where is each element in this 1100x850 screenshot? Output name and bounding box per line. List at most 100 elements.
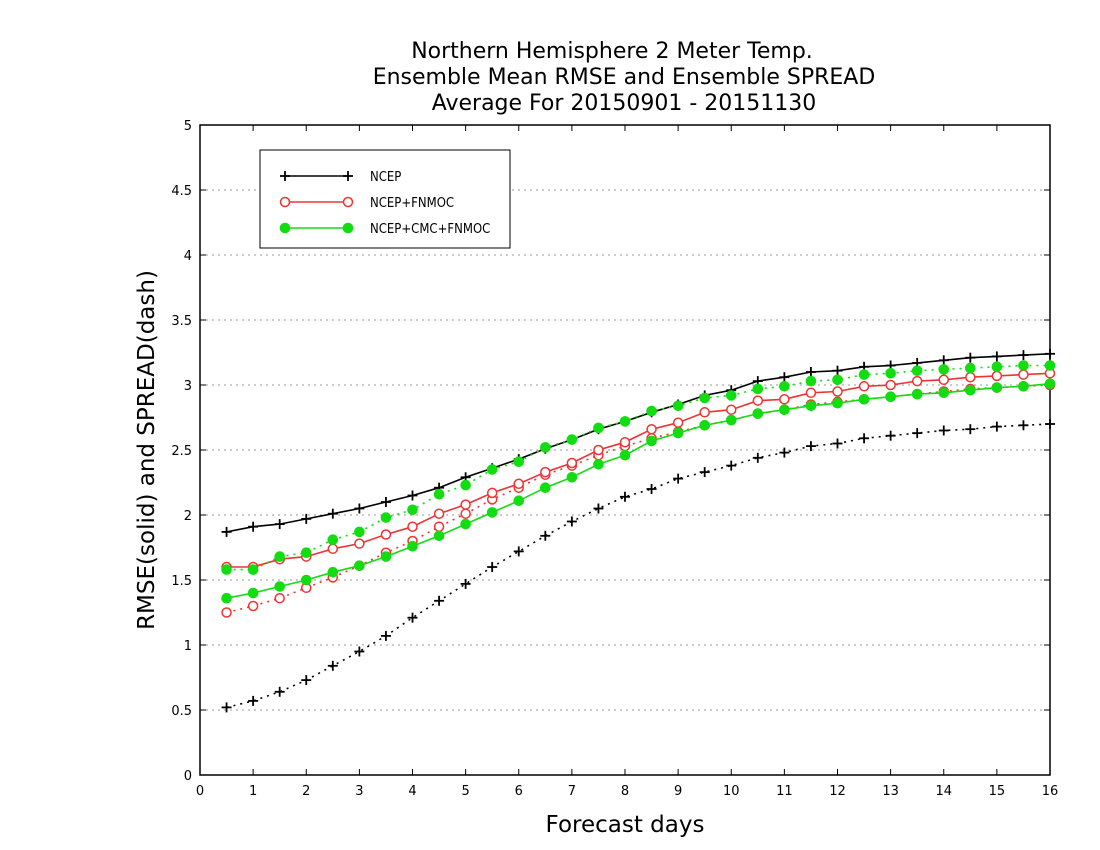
series-ncep-cmc-fnmoc-spread-point xyxy=(593,422,604,434)
series-ncep-fnmoc-rmse-point xyxy=(805,387,817,399)
series-ncep-cmc-fnmoc-spread-point xyxy=(566,434,578,445)
y-tick-label: 4 xyxy=(184,249,192,264)
x-axis-label: Forecast days xyxy=(546,812,705,838)
series-ncep-rmse-point xyxy=(965,352,976,363)
series-ncep-spread-point xyxy=(885,430,896,441)
axis-ticks: 0 1 2 3 4 5 6 7 8 9 10 11 12 13 14 15 1600.511.522.533.5… xyxy=(171,119,1058,799)
legend-marker-ncep-cmc-fnmoc xyxy=(279,222,291,234)
series-ncep-cmc-fnmoc-spread-point xyxy=(805,375,817,387)
series-ncep-cmc-fnmoc-rmse-point xyxy=(619,449,631,461)
legend-marker-ncep-fnmoc xyxy=(342,196,354,208)
series-ncep-fnmoc-rmse-point xyxy=(566,457,578,469)
series-ncep-rmse-point xyxy=(327,508,338,519)
series-ncep-cmc-fnmoc-rmse-point xyxy=(327,566,339,578)
series-ncep-spread-line xyxy=(226,423,1051,709)
chart-title-line-2: Ensemble Mean RMSE and Ensemble SPREAD xyxy=(373,65,876,90)
series-ncep-spread-point xyxy=(380,630,391,641)
series-ncep-cmc-fnmoc-rmse-point xyxy=(221,592,232,604)
series-ncep-fnmoc-rmse-point xyxy=(1018,369,1029,380)
series-ncep-cmc-fnmoc-rmse-point xyxy=(354,560,365,572)
x-tick-label: 13 xyxy=(882,784,899,799)
series-ncep-spread-point xyxy=(407,612,418,623)
series-ncep-cmc-fnmoc-spread-point xyxy=(672,400,684,412)
series-ncep-spread-point xyxy=(912,428,923,439)
series-ncep-cmc-fnmoc-rmse-point xyxy=(752,408,764,419)
series-ncep-cmc-fnmoc-spread-point xyxy=(858,369,870,380)
series-ncep-cmc-fnmoc-spread-point xyxy=(885,368,896,379)
series-ncep-spread-point xyxy=(805,441,816,452)
series-ncep-fnmoc-rmse-point xyxy=(593,444,604,456)
series-ncep-cmc-fnmoc-spread-point xyxy=(540,442,551,453)
series-ncep-cmc-fnmoc-rmse-point xyxy=(725,414,737,426)
series-ncep-spread-point xyxy=(620,491,630,502)
series-ncep-rmse-point xyxy=(407,490,418,501)
series-ncep-fnmoc-spread-point xyxy=(460,508,471,519)
series-ncep-spread-point xyxy=(779,447,790,458)
series-ncep-spread-point xyxy=(221,702,232,713)
series-ncep-spread-point xyxy=(938,425,949,436)
y-tick-label: 5 xyxy=(184,119,192,134)
x-tick-label: 2 xyxy=(302,784,310,799)
series-ncep-spread-point xyxy=(513,546,524,557)
series-ncep-cmc-fnmoc-spread-point xyxy=(725,390,737,401)
series-ncep-cmc-fnmoc-spread-point xyxy=(513,456,525,468)
series-ncep-fnmoc-spread-point xyxy=(274,592,285,604)
series-ncep-spread-point xyxy=(859,433,870,444)
series-ncep-fnmoc-rmse-point xyxy=(513,478,524,490)
series-ncep-rmse-point xyxy=(221,526,232,537)
series-ncep-cmc-fnmoc-spread-point xyxy=(1018,360,1029,371)
series-ncep-rmse-point xyxy=(248,521,259,532)
x-tick-label: 3 xyxy=(355,784,363,799)
series-ncep-cmc-fnmoc-rmse-point xyxy=(779,404,790,416)
series-ncep-rmse-point xyxy=(301,513,312,524)
series-ncep-fnmoc-spread-point xyxy=(247,600,259,612)
series-ncep-cmc-fnmoc-spread-point xyxy=(752,383,764,395)
series-ncep-spread-point xyxy=(593,503,604,514)
series-ncep-cmc-fnmoc-rmse-point xyxy=(566,472,578,483)
series-ncep-fnmoc-spread-line xyxy=(226,384,1051,614)
series-ncep-cmc-fnmoc-rmse-point xyxy=(513,495,525,507)
legend-label-ncep-fnmoc: NCEP+FNMOC xyxy=(370,196,454,211)
legend: NCEP NCEP+FNMOC NCEP+CMC+FNMOC xyxy=(259,149,511,249)
x-tick-label: 7 xyxy=(568,784,576,799)
series-ncep-spread-point xyxy=(832,438,843,449)
legend-label-ncep-cmc-fnmoc: NCEP+CMC+FNMOC xyxy=(370,222,490,237)
x-tick-label: 4 xyxy=(408,784,416,799)
y-axis-label: RMSE(solid) and SPREAD(dash) xyxy=(134,270,160,630)
series-ncep-fnmoc-rmse-point xyxy=(858,381,870,392)
series-ncep-cmc-fnmoc-spread-point xyxy=(380,512,392,523)
series-ncep-fnmoc-rmse-point xyxy=(832,386,843,397)
x-tick-label: 5 xyxy=(461,784,469,799)
series-ncep-cmc-fnmoc-spread-point xyxy=(433,488,445,500)
series-ncep-cmc-fnmoc-rmse-point xyxy=(407,540,418,552)
series-ncep-cmc-fnmoc-rmse-point xyxy=(858,394,870,405)
series-ncep-spread-point xyxy=(1018,420,1029,431)
series-ncep-cmc-fnmoc-rmse-point xyxy=(646,435,657,447)
chart-title: Northern Hemisphere 2 Meter Temp. Ensemb… xyxy=(373,39,876,116)
x-tick-label: 9 xyxy=(674,784,682,799)
series-ncep-cmc-fnmoc-rmse-point xyxy=(247,587,259,599)
x-tick-label: 0 xyxy=(196,784,204,799)
series-ncep-fnmoc-rmse-line xyxy=(226,372,1051,568)
series-ncep-cmc-fnmoc-rmse-line xyxy=(226,382,1051,599)
series-ncep-fnmoc-rmse-point xyxy=(327,543,339,555)
series-ncep-cmc-fnmoc-spread-point xyxy=(460,479,471,491)
series-ncep-cmc-fnmoc-spread-point xyxy=(300,547,312,559)
series-ncep-cmc-fnmoc-rmse-point xyxy=(991,382,1003,393)
series-layer xyxy=(221,348,1056,713)
series-ncep-cmc-fnmoc-rmse-point xyxy=(672,427,684,439)
series-ncep-cmc-fnmoc-spread-line xyxy=(226,364,1050,571)
series-ncep-cmc-fnmoc-rmse-point xyxy=(460,518,471,530)
series-ncep-cmc-fnmoc-spread-point xyxy=(327,534,339,546)
series-ncep-rmse-point xyxy=(991,351,1002,362)
series-ncep-cmc-fnmoc-rmse-point xyxy=(885,391,896,403)
series-ncep-cmc-fnmoc-spread-point xyxy=(274,551,285,562)
legend-items: NCEP NCEP+FNMOC NCEP+CMC+FNMOC xyxy=(279,170,490,237)
series-ncep-rmse-point xyxy=(1018,350,1029,361)
series-ncep-rmse-point xyxy=(274,519,285,530)
series-ncep-spread-point xyxy=(566,516,577,527)
series-ncep-cmc-fnmoc-rmse-point xyxy=(965,384,976,396)
series-ncep-fnmoc-rmse-point xyxy=(699,407,710,418)
legend-marker-ncep-cmc-fnmoc xyxy=(342,222,354,234)
series-ncep-spread-point xyxy=(354,646,365,657)
